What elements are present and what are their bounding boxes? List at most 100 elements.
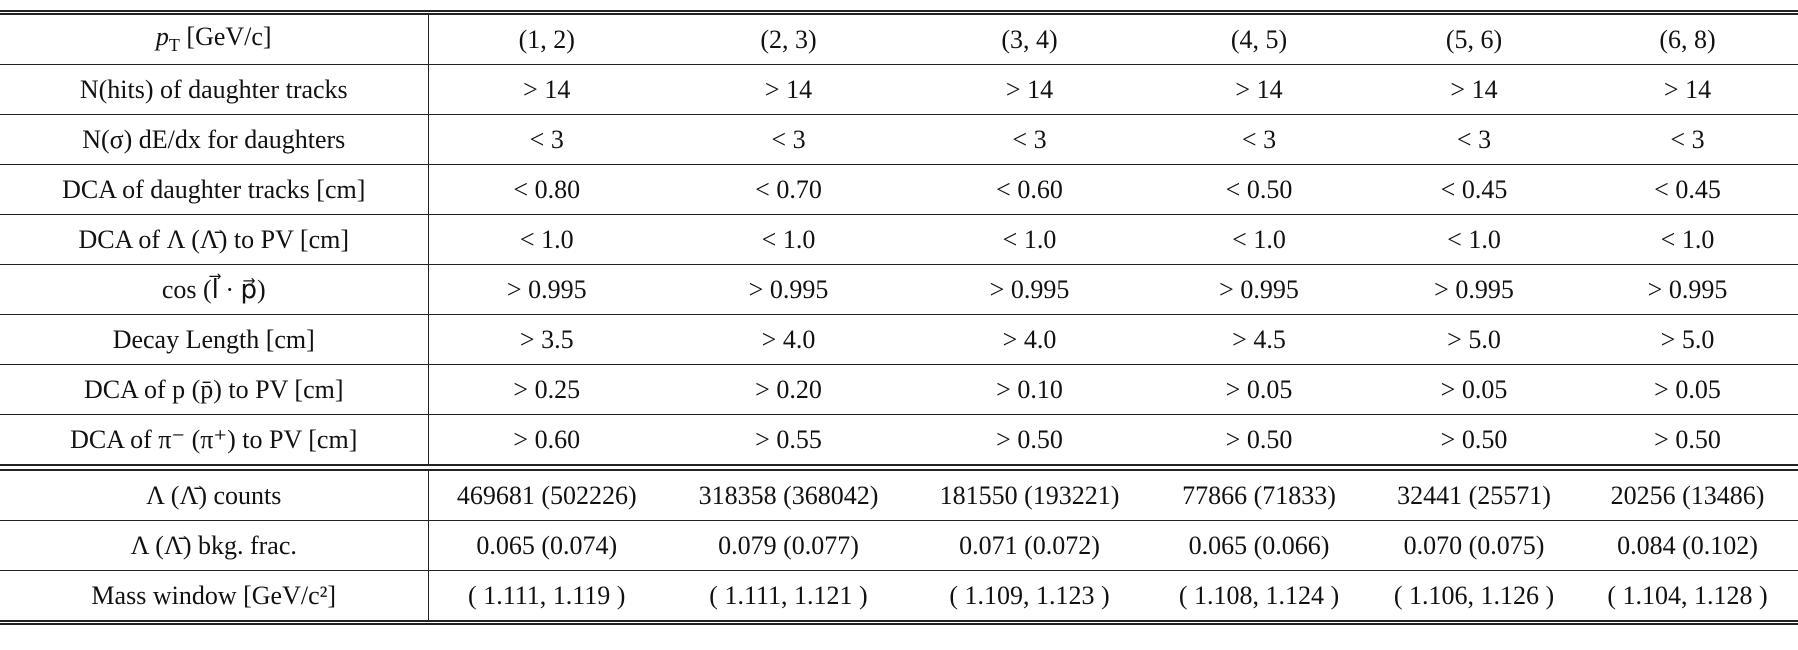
cell: < 3 [1371,114,1577,165]
cell: > 0.10 [912,364,1147,415]
cuts-table: pT [GeV/c] (1, 2) (2, 3) (3, 4) (4, 5) (5, 6)… [0,10,1798,625]
cell: > 14 [1371,64,1577,115]
cell: > 0.50 [1147,414,1371,468]
row-label: Λ (Λ̄) counts [0,464,429,521]
cut-row: N(hits) of daughter tracks > 14 > 14 > 14 > … [0,64,1798,115]
yield-row: Λ (Λ̄) bkg. frac. 0.065 (0.074) 0.079 (0.0… [0,520,1798,571]
cell: ( 1.111, 1.119 ) [428,570,665,625]
cell: > 0.60 [428,414,665,468]
cell: > 0.05 [1577,364,1798,415]
row-label: Decay Length [cm] [0,314,429,365]
cell: > 0.50 [1577,414,1798,468]
cell: > 0.05 [1147,364,1371,415]
cell: < 3 [1577,114,1798,165]
cell: > 5.0 [1371,314,1577,365]
yield-row: Mass window [GeV/c²]( 1.111, 1.119 )( 1.… [0,570,1798,625]
cell: > 0.995 [665,264,912,315]
row-label: DCA of π⁻ (π⁺) to PV [cm] [0,414,429,468]
cell: > 0.995 [912,264,1147,315]
cell: > 0.50 [912,414,1147,468]
header-subscript: T [168,35,180,56]
cell: > 4.0 [665,314,912,365]
cell: < 0.60 [912,164,1147,215]
cell: < 1.0 [1371,214,1577,265]
row-label: N(σ) dE/dx for daughters [0,114,429,165]
row-label: Λ (Λ̄) bkg. frac. [0,520,429,571]
cell: > 14 [1147,64,1371,115]
cell: > 0.05 [1371,364,1577,415]
row-label: DCA of Λ (Λ̄) to PV [cm] [0,214,429,265]
cell: < 0.80 [428,164,665,215]
cell: ( 1.111, 1.121 ) [665,570,912,625]
cell: < 1.0 [428,214,665,265]
cell: 32441 (25571) [1371,464,1577,521]
cell: < 0.45 [1577,164,1798,215]
cell: 318358 (368042) [665,464,912,521]
cell: > 14 [428,64,665,115]
cell: > 4.0 [912,314,1147,365]
cut-row: N(σ) dE/dx for daughters < 3 < 3 < 3 < 3 < 3 <… [0,114,1798,165]
cell: 20256 (13486) [1577,464,1798,521]
header-bin: (5, 6) [1371,10,1577,65]
cell: < 1.0 [912,214,1147,265]
cut-row: Decay Length [cm] > 3.5 > 4.0 > 4.0 > 4.5 > 5… [0,314,1798,365]
header-bin: (6, 8) [1577,10,1798,65]
cell: < 1.0 [665,214,912,265]
cell: > 14 [1577,64,1798,115]
cell: > 4.5 [1147,314,1371,365]
cell: 0.084 (0.102) [1577,520,1798,571]
cell: ( 1.104, 1.128 ) [1577,570,1798,625]
cell: < 3 [1147,114,1371,165]
cell: ( 1.108, 1.124 ) [1147,570,1371,625]
cell: ( 1.109, 1.123 ) [912,570,1147,625]
cell: > 0.995 [1371,264,1577,315]
cell: 181550 (193221) [912,464,1147,521]
cell: > 0.995 [1147,264,1371,315]
cell: 469681 (502226) [428,464,665,521]
row-label: Mass window [GeV/c²] [0,570,429,625]
cell: > 3.5 [428,314,665,365]
cut-row: DCA of π⁻ (π⁺) to PV [cm] > 0.60 > 0.55 > 0… [0,414,1798,468]
row-label: DCA of daughter tracks [cm] [0,164,429,215]
cell: > 0.25 [428,364,665,415]
header-bin: (1, 2) [428,10,665,65]
header-bin: (3, 4) [912,10,1147,65]
header-row: pT [GeV/c] (1, 2) (2, 3) (3, 4) (4, 5) (5, 6)… [0,10,1798,65]
cell: < 3 [665,114,912,165]
cell: 0.079 (0.077) [665,520,912,571]
header-label-cell: pT [GeV/c] [0,10,429,65]
cell: > 0.20 [665,364,912,415]
cell: 77866 (71833) [1147,464,1371,521]
cell: < 0.70 [665,164,912,215]
cell: 0.071 (0.072) [912,520,1147,571]
cut-row: cos (l⃗ · p⃗) > 0.995 > 0.995 > 0.995 > 0.99… [0,264,1798,315]
cell: > 0.50 [1371,414,1577,468]
cut-row: DCA of daughter tracks [cm] < 0.80 < 0.70 <… [0,164,1798,215]
cut-row: DCA of p (p̄) to PV [cm] > 0.25 > 0.20 > 0.… [0,364,1798,415]
cut-row: DCA of Λ (Λ̄) to PV [cm] < 1.0 < 1.0 < 1.0 <… [0,214,1798,265]
cell: < 3 [912,114,1147,165]
yield-row: Λ (Λ̄) counts 469681 (502226) 318358 (3680… [0,464,1798,521]
row-label: DCA of p (p̄) to PV [cm] [0,364,429,415]
cell: > 0.995 [428,264,665,315]
cell: > 0.995 [1577,264,1798,315]
cell: < 1.0 [1147,214,1371,265]
table-body: pT [GeV/c] (1, 2) (2, 3) (3, 4) (4, 5) (5, 6)… [0,10,1798,625]
cell: > 5.0 [1577,314,1798,365]
row-label: cos (l⃗ · p⃗) [0,264,429,315]
cell: 0.065 (0.066) [1147,520,1371,571]
cell: > 0.55 [665,414,912,468]
row-label: N(hits) of daughter tracks [0,64,429,115]
cell: ( 1.106, 1.126 ) [1371,570,1577,625]
cell: > 14 [665,64,912,115]
header-symbol: p [155,22,169,52]
cell: < 0.50 [1147,164,1371,215]
header-bin: (4, 5) [1147,10,1371,65]
cell: > 14 [912,64,1147,115]
cell: < 1.0 [1577,214,1798,265]
header-unit: [GeV/c] [179,22,272,52]
cell: 0.065 (0.074) [428,520,665,571]
header-bin: (2, 3) [665,10,912,65]
cell: 0.070 (0.075) [1371,520,1577,571]
